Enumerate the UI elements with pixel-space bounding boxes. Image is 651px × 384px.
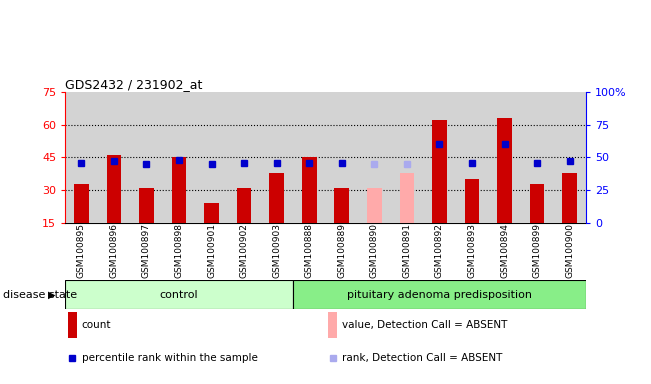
Bar [465, 179, 479, 223]
Bar [65, 280, 293, 309]
Bar [562, 173, 577, 223]
Text: GSM100896: GSM100896 [109, 223, 118, 278]
Text: GSM100893: GSM100893 [467, 223, 477, 278]
Text: GDS2432 / 231902_at: GDS2432 / 231902_at [65, 78, 202, 91]
Bar [293, 280, 586, 309]
Text: GSM100888: GSM100888 [305, 223, 314, 278]
Text: rank, Detection Call = ABSENT: rank, Detection Call = ABSENT [342, 353, 503, 363]
Text: disease state: disease state [3, 290, 77, 300]
Text: value, Detection Call = ABSENT: value, Detection Call = ABSENT [342, 320, 508, 330]
Text: GSM100891: GSM100891 [402, 223, 411, 278]
Bar [497, 118, 512, 223]
Bar [237, 188, 251, 223]
Text: GSM100900: GSM100900 [565, 223, 574, 278]
Text: control: control [159, 290, 199, 300]
Bar [172, 157, 186, 223]
Text: percentile rank within the sample: percentile rank within the sample [82, 353, 258, 363]
Bar [204, 203, 219, 223]
Bar [530, 184, 544, 223]
Bar [74, 184, 89, 223]
Text: GSM100902: GSM100902 [240, 223, 249, 278]
Bar [400, 173, 414, 223]
Text: GSM100892: GSM100892 [435, 223, 444, 278]
Text: GSM100889: GSM100889 [337, 223, 346, 278]
Bar [139, 188, 154, 223]
Text: GSM100897: GSM100897 [142, 223, 151, 278]
Bar [107, 155, 121, 223]
Bar [270, 173, 284, 223]
Text: GSM100903: GSM100903 [272, 223, 281, 278]
Bar [302, 157, 316, 223]
Text: GSM100894: GSM100894 [500, 223, 509, 278]
Text: count: count [82, 320, 111, 330]
Text: GSM100890: GSM100890 [370, 223, 379, 278]
Bar [328, 312, 337, 338]
Text: pituitary adenoma predisposition: pituitary adenoma predisposition [347, 290, 532, 300]
Bar [367, 188, 381, 223]
Bar [335, 188, 349, 223]
Text: GSM100895: GSM100895 [77, 223, 86, 278]
Text: GSM100901: GSM100901 [207, 223, 216, 278]
Text: ▶: ▶ [48, 290, 56, 300]
Text: GSM100899: GSM100899 [533, 223, 542, 278]
Text: GSM100898: GSM100898 [174, 223, 184, 278]
Bar [432, 121, 447, 223]
Bar [68, 312, 77, 338]
